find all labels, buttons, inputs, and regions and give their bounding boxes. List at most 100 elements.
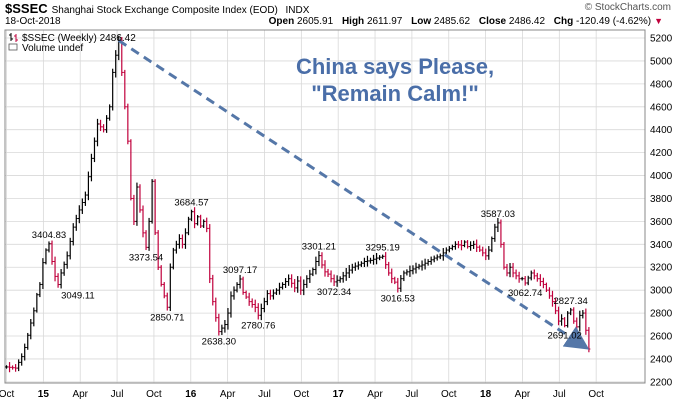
x-tick-label: Oct (294, 389, 310, 400)
x-tick-label: 15 (38, 389, 50, 400)
ohlc-bar (35, 292, 39, 313)
price-label: 3049.11 (61, 291, 95, 302)
chart-symbol: $SSEC Shanghai Stock Exchange Composite I… (5, 1, 309, 16)
ohlc-bar (141, 205, 145, 238)
ohlc-bar (165, 292, 169, 311)
price-label: 3404.83 (32, 230, 66, 241)
x-tick-label: Jul (111, 389, 124, 400)
x-tick-label: Oct (588, 389, 604, 400)
ohlc-bar (375, 253, 379, 265)
ohlc-bar (499, 219, 503, 248)
ohlc-bar (123, 69, 127, 110)
ohlc-bar (147, 217, 151, 251)
x-tick-label: Oct (441, 389, 457, 400)
ohlc-bar (478, 245, 482, 252)
low-value: 2485.62 (433, 16, 471, 27)
ohlc-bar (472, 240, 476, 249)
ohlc-bar (23, 343, 27, 361)
ohlc-bar (520, 276, 524, 281)
ohlc-bar (332, 274, 336, 287)
price-label: 2827.34 (554, 296, 588, 307)
ohlc-bar (114, 50, 118, 78)
ohlc-bar (287, 274, 291, 286)
high-label: High (341, 16, 365, 27)
ohlc-bar (180, 234, 184, 249)
ohlc-bar (99, 119, 103, 132)
volume-swatch (8, 43, 18, 51)
ohlc-bar (390, 268, 394, 284)
ohlc-bar (238, 274, 242, 289)
ohlc-bar (317, 251, 321, 267)
x-tick-label: Jul (406, 389, 419, 400)
stockcharts-logo[interactable]: © StockCharts.com (584, 2, 671, 13)
y-tick-label: 2400 (650, 354, 673, 365)
ohlc-bar (587, 327, 591, 353)
ohlc-bar (14, 364, 18, 372)
ohlc-bar (341, 271, 345, 283)
high-value: 2611.97 (366, 16, 403, 27)
ohlc-bar (156, 230, 160, 271)
ohlc-bar (557, 306, 561, 326)
ohlc-bar (299, 276, 303, 295)
ohlc-bar (435, 254, 439, 261)
chg-value: -120.49 (-4.62%) (576, 16, 652, 27)
ohlc-bar (432, 255, 436, 263)
ohlc-bar (253, 299, 257, 313)
ohlc-bar (96, 118, 100, 147)
ohlc-bar (405, 269, 409, 276)
ohlc-bar (159, 265, 163, 287)
y-tick-label: 5200 (650, 34, 673, 45)
ohlc-bar (508, 263, 512, 278)
ohlc-bar (453, 241, 457, 250)
close-label: Close (478, 16, 507, 27)
ohlc-bar (129, 139, 133, 201)
ohlc-bar (344, 267, 348, 281)
symbol-description: Shanghai Stock Exchange Composite Index … (51, 5, 278, 16)
x-tick-label: Apr (515, 389, 531, 400)
x-axis: Oct 15 Apr Jul Oct 16 Apr Jul Oct 17 Apr Jul Oct 18 Ap… (0, 389, 604, 400)
ohlc-bar (293, 278, 297, 293)
ohlc-bar (475, 239, 479, 252)
ohlc-bar (387, 261, 391, 276)
ohlc-bar (74, 214, 78, 231)
ohlc-bar (402, 270, 406, 282)
ohlc-bar (381, 254, 385, 259)
ohlc-bar-icon (9, 33, 18, 42)
ohlc-bar (17, 359, 21, 372)
ohlc-bar (183, 228, 187, 249)
y-tick-label: 3400 (650, 240, 673, 251)
price-label: 3373.54 (129, 252, 163, 263)
price-label: 3295.19 (365, 242, 399, 253)
chart-legend: $SSEC (Weekly) 2486.42 Volume undef (8, 33, 136, 54)
ohlc-bar (102, 124, 106, 133)
ohlc-bar (290, 274, 294, 288)
ohlc-bar (135, 182, 139, 226)
ohlc-bar (214, 297, 218, 322)
ohlc-bar (372, 254, 376, 265)
ohlc-bar (365, 255, 369, 267)
ohlc-bar (111, 68, 115, 111)
ohlc-bar (105, 115, 109, 133)
ohlc-bar (132, 194, 136, 225)
ohlc-bar (41, 258, 45, 289)
ohlc-bar (47, 241, 51, 253)
ohlc-bar (138, 184, 142, 213)
ohlc-bar (177, 234, 181, 249)
legend-volume: Volume undef (22, 43, 83, 54)
y-tick-label: 4000 (650, 171, 673, 182)
ohlc-bar (563, 317, 567, 328)
ohlc-bar (450, 244, 454, 251)
ohlc-bar (244, 290, 248, 299)
ohlc-bar (575, 317, 579, 331)
ohlc-bar (514, 269, 518, 280)
ohlc-readout: Open 2605.91 High 2611.97 Low 2485.62 Cl… (263, 16, 663, 27)
ohlc-bar (162, 282, 166, 299)
ohlc-bar (481, 246, 485, 257)
y-tick-label: 4200 (650, 148, 673, 159)
ohlc-bar (226, 308, 230, 330)
ohlc-bar (196, 215, 200, 226)
trendline (117, 39, 590, 350)
ohlc-bar (11, 365, 15, 370)
ohlc-bar (262, 297, 266, 313)
